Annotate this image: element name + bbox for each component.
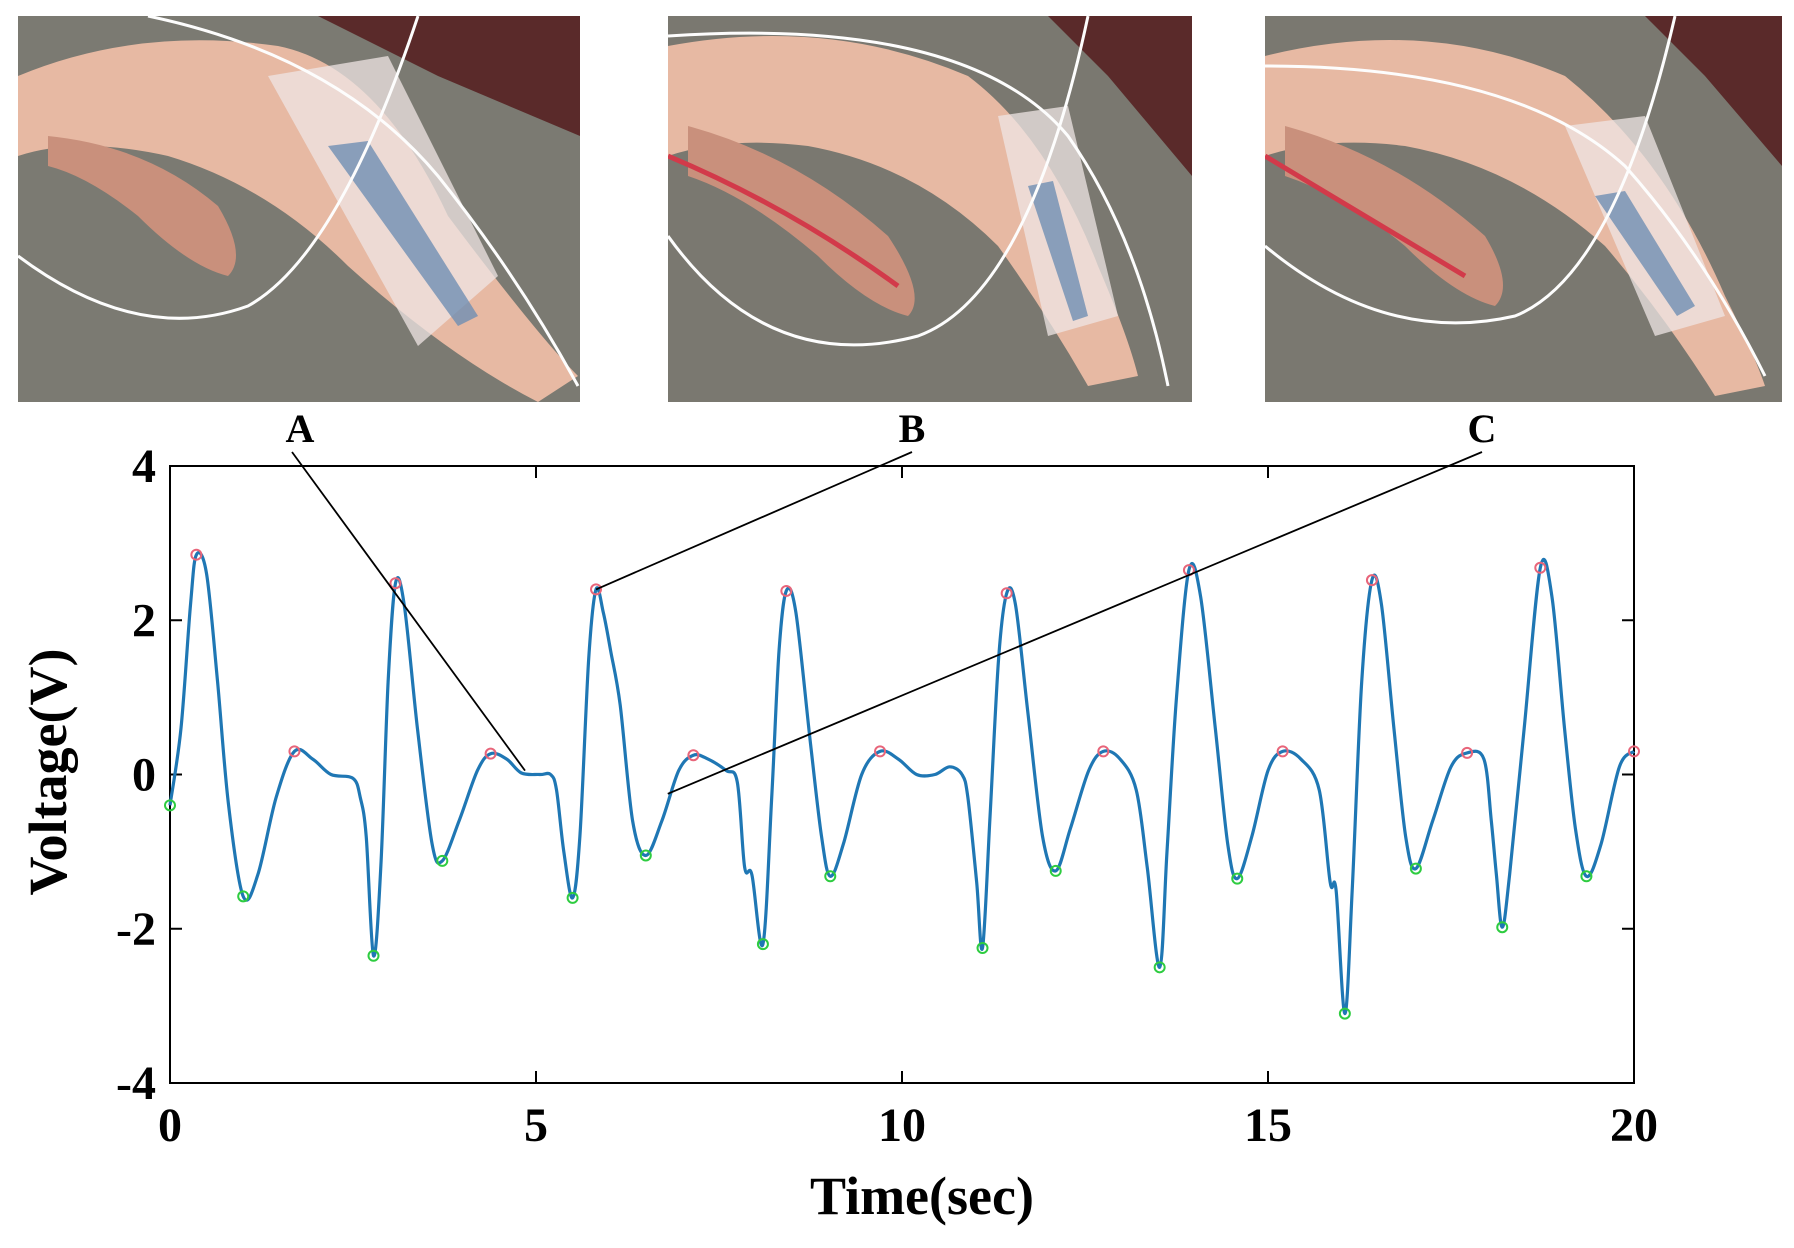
finger-bent-photo — [668, 16, 1192, 402]
x-tick-label: 20 — [1610, 1099, 1658, 1152]
trough-marker — [1049, 864, 1062, 877]
x-tick-label: 10 — [878, 1099, 926, 1152]
peak-marker — [687, 749, 700, 762]
trough-marker — [756, 938, 769, 951]
x-tick-label: 15 — [1244, 1099, 1292, 1152]
callout-label-b: B — [899, 406, 926, 451]
y-axis-title: Voltage(V) — [18, 649, 78, 896]
peak-marker — [874, 745, 887, 758]
peak-marker — [389, 577, 402, 590]
photo-panel-b — [668, 16, 1192, 402]
trough-marker — [976, 942, 989, 955]
peak-marker — [190, 548, 203, 561]
trough-marker — [1338, 1007, 1351, 1020]
trough-marker — [824, 870, 837, 883]
voltage-series-line — [168, 550, 1636, 1016]
trough-marker — [367, 949, 380, 962]
photo-panel-a — [18, 16, 580, 402]
x-axis-title: Time(sec) — [810, 1166, 1034, 1226]
extrema-markers — [164, 548, 1640, 1020]
photo-panel-c — [1265, 16, 1782, 402]
callout-line-a — [291, 451, 526, 772]
peak-marker — [1276, 745, 1289, 758]
y-tick-label: 0 — [132, 749, 156, 802]
peak-marker — [1534, 561, 1547, 574]
photo-callouts: A B C — [286, 406, 1497, 795]
callout-line-b — [595, 451, 913, 591]
trough-marker — [1409, 862, 1422, 875]
callout-label-a: A — [286, 406, 315, 451]
plot-frame — [169, 465, 1635, 1084]
y-tick-label: -2 — [116, 903, 156, 956]
peak-marker — [1628, 745, 1640, 758]
peak-marker — [590, 583, 603, 596]
peak-marker — [288, 745, 301, 758]
trough-marker — [1153, 961, 1166, 974]
callout-label-c: C — [1468, 406, 1497, 451]
finger-half-bent-photo — [1265, 16, 1782, 402]
y-tick-label: 4 — [132, 440, 156, 493]
trough-marker — [237, 890, 250, 903]
finger-straight-photo — [18, 16, 580, 402]
x-tick-label: 5 — [524, 1099, 548, 1152]
trough-marker — [1231, 872, 1244, 885]
plot-area-border — [169, 465, 1635, 1084]
trough-marker — [639, 849, 652, 862]
callout-line-c — [667, 451, 1483, 795]
trough-marker — [1580, 870, 1593, 883]
x-tick-label: 0 — [158, 1099, 182, 1152]
trough-marker — [566, 891, 579, 904]
axis-ticks: 0 5 10 15 20 -4 -2 0 2 4 — [116, 440, 1658, 1152]
peak-marker — [1000, 587, 1013, 600]
series-layer — [168, 550, 1636, 1016]
peak-marker — [1097, 745, 1110, 758]
peak-marker — [780, 584, 793, 597]
trough-marker — [1496, 921, 1509, 934]
trough-marker — [164, 799, 176, 812]
peak-marker — [1461, 746, 1474, 759]
y-tick-label: -4 — [116, 1057, 156, 1110]
peak-marker — [484, 747, 497, 760]
y-tick-label: 2 — [132, 594, 156, 647]
trough-marker — [436, 854, 449, 867]
peak-marker — [1365, 574, 1378, 587]
